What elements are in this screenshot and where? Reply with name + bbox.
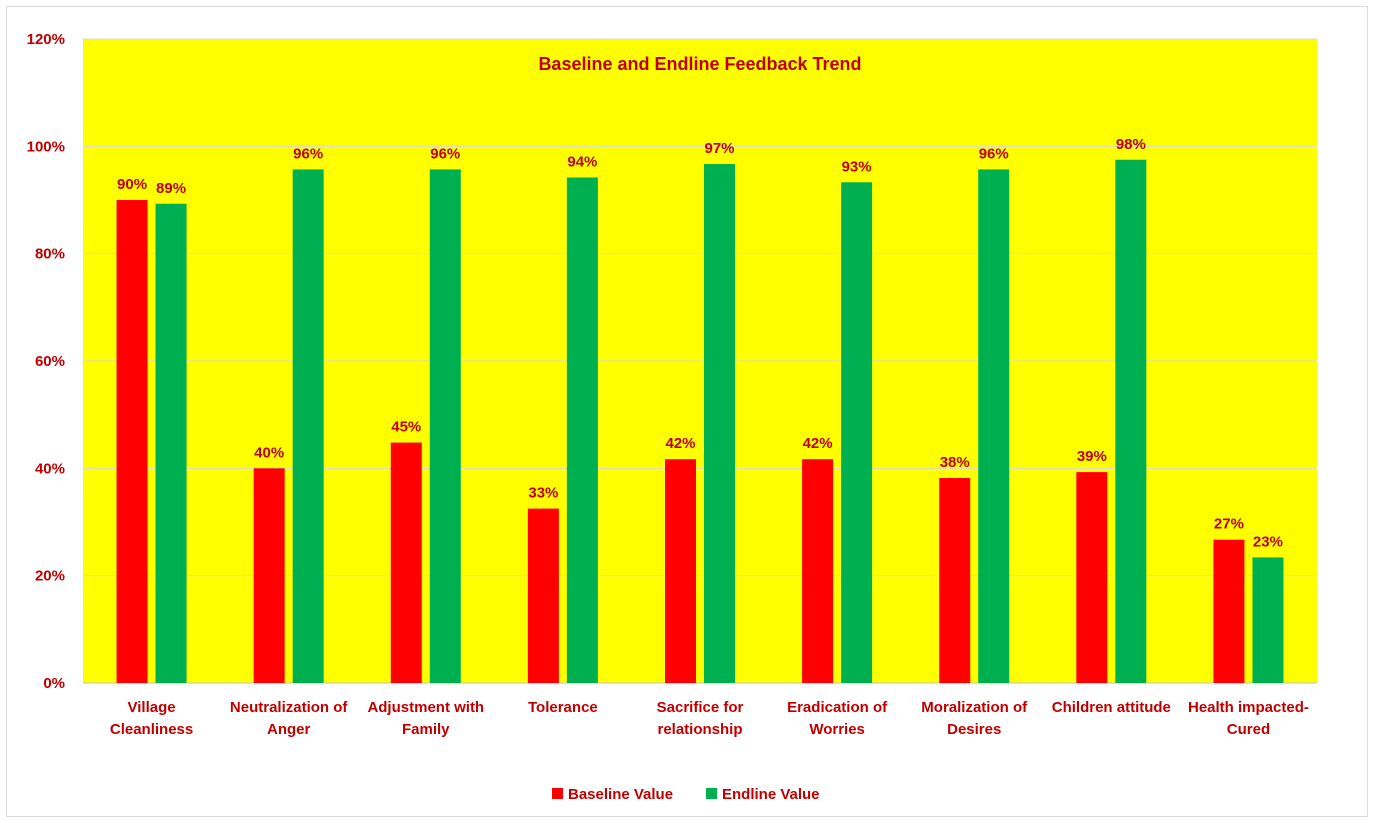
bars [116, 159, 1284, 684]
endline-data-label: 96% [430, 145, 460, 162]
baseline-bar [939, 477, 971, 683]
endline-data-label: 96% [293, 145, 323, 162]
legend-swatch-baseline [552, 788, 563, 799]
endline-data-label: 94% [567, 153, 597, 170]
y-axis: 0% 20% 40% 60% 80% 100% 120% [27, 31, 1317, 692]
x-category-label: Health impacted-Cured [1188, 699, 1309, 738]
baseline-data-label: 90% [117, 176, 147, 193]
x-category-label: Neutralization of Anger [230, 699, 349, 738]
endline-bar [292, 169, 324, 683]
endline-bar [841, 182, 873, 684]
endline-data-label: 89% [156, 180, 186, 197]
baseline-bar [802, 459, 834, 683]
chart-title: Baseline and Endline Feedback Trend [538, 54, 861, 74]
endline-data-label: 23% [1253, 533, 1283, 550]
baseline-data-label: 40% [254, 444, 284, 461]
baseline-data-label: 42% [665, 435, 695, 452]
baseline-data-label: 39% [1077, 448, 1107, 465]
baseline-bar [527, 508, 559, 683]
x-category-label: Children attitude [1052, 699, 1171, 716]
endline-data-label: 97% [704, 140, 734, 157]
endline-bar [1115, 159, 1147, 683]
baseline-data-label: 42% [803, 435, 833, 452]
legend: Baseline Value Endline Value [552, 786, 820, 803]
x-category-label: Adjustment with Family [367, 699, 484, 738]
baseline-bar [1076, 472, 1108, 683]
y-tick-label: 0% [43, 675, 65, 692]
baseline-bar [1213, 539, 1245, 683]
y-tick-label: 100% [27, 138, 65, 155]
x-category-label: Sacrifice for relationship [657, 699, 744, 738]
baseline-bar [390, 442, 422, 683]
legend-item-endline: Endline Value [706, 786, 820, 803]
endline-bar [704, 164, 735, 683]
x-category-label: Village Cleanliness [110, 699, 193, 738]
endline-bar [1252, 557, 1284, 683]
endline-bar [429, 169, 461, 683]
endline-data-label: 96% [979, 145, 1009, 162]
legend-label: Baseline Value [568, 786, 673, 803]
y-tick-label: 40% [35, 460, 65, 477]
baseline-bar [253, 468, 285, 683]
x-category-label: Eradication of Worries [787, 699, 888, 738]
endline-bar [155, 203, 187, 684]
baseline-data-label: 27% [1214, 516, 1244, 533]
x-category-label: Tolerance [528, 699, 598, 716]
x-axis: Village Cleanliness Neutralization of Anger… [110, 699, 1309, 738]
legend-label: Endline Value [722, 786, 820, 803]
endline-bar [566, 177, 598, 683]
data-labels: 90% 89% 40% 96% 45% 96% 33% 94% 42% 97% 42% 93% 38% 9… [117, 136, 1283, 551]
gridlines [83, 38, 1317, 577]
endline-data-label: 98% [1116, 136, 1146, 153]
endline-data-label: 93% [842, 158, 872, 175]
baseline-bar [116, 200, 148, 683]
legend-item-baseline: Baseline Value [552, 786, 673, 803]
y-tick-label: 60% [35, 353, 65, 370]
legend-swatch-endline [706, 788, 717, 799]
baseline-data-label: 38% [940, 454, 970, 471]
x-category-label: Moralization of Desires [921, 699, 1028, 738]
baseline-data-label: 33% [528, 485, 558, 502]
y-tick-label: 20% [35, 568, 65, 585]
baseline-bar [665, 459, 696, 683]
endline-bar [978, 169, 1010, 683]
y-tick-label: 80% [35, 246, 65, 263]
y-tick-label: 120% [27, 31, 65, 48]
baseline-data-label: 45% [391, 419, 421, 436]
